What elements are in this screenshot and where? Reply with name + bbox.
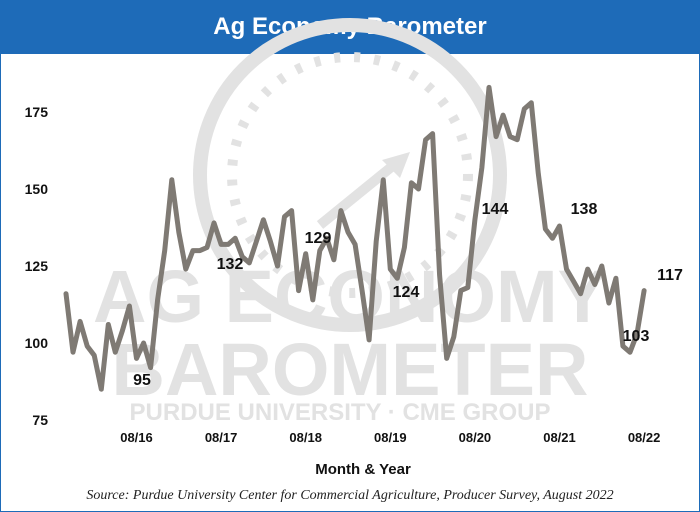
x-tick-label: 08/20 bbox=[459, 430, 492, 445]
data-label: 132 bbox=[217, 256, 244, 273]
x-tick-label: 08/16 bbox=[120, 430, 153, 445]
watermark-line-2: BAROMETER bbox=[112, 328, 589, 411]
x-tick-label: 08/17 bbox=[205, 430, 238, 445]
series-layer bbox=[63, 84, 647, 392]
watermark-gauge-dots bbox=[227, 52, 473, 298]
watermark: AG ECONOMY BAROMETER PURDUE UNIVERSITY ·… bbox=[93, 18, 607, 426]
x-tick-label: 08/19 bbox=[374, 430, 407, 445]
data-label: 138 bbox=[571, 201, 598, 218]
x-tick-label: 08/18 bbox=[289, 430, 322, 445]
y-tick-label: 125 bbox=[25, 258, 49, 274]
data-label: 129 bbox=[305, 230, 332, 247]
watermark-gauge-needle bbox=[316, 156, 404, 229]
y-tick-label: 75 bbox=[32, 412, 48, 428]
watermark-line-1: AG ECONOMY bbox=[93, 255, 607, 338]
watermark-gauge-ring bbox=[193, 18, 507, 332]
watermark-line-3: PURDUE UNIVERSITY · CME GROUP bbox=[130, 399, 551, 426]
data-label: 95 bbox=[133, 372, 151, 389]
x-tick-label: 08/22 bbox=[628, 430, 661, 445]
series-line bbox=[63, 84, 647, 392]
y-tick-label: 175 bbox=[25, 104, 49, 120]
y-axis: 75 100 125 150 175 bbox=[25, 104, 49, 428]
data-label: 124 bbox=[393, 284, 420, 301]
watermark-gauge-arrowhead bbox=[382, 152, 410, 178]
data-label: 103 bbox=[623, 328, 650, 345]
data-label: 144 bbox=[482, 201, 509, 218]
x-axis: 08/16 08/17 08/18 08/19 08/20 08/21 08/22 bbox=[120, 430, 660, 445]
annotations-layer: 95 132 129 124 144 138 103 117 bbox=[133, 201, 683, 389]
x-axis-label: Month & Year bbox=[315, 461, 411, 478]
y-tick-label: 150 bbox=[25, 181, 49, 197]
data-label: 117 bbox=[657, 267, 683, 284]
source-note: Source: Purdue University Center for Com… bbox=[86, 488, 614, 503]
y-tick-label: 100 bbox=[25, 335, 49, 351]
x-tick-label: 08/21 bbox=[543, 430, 576, 445]
